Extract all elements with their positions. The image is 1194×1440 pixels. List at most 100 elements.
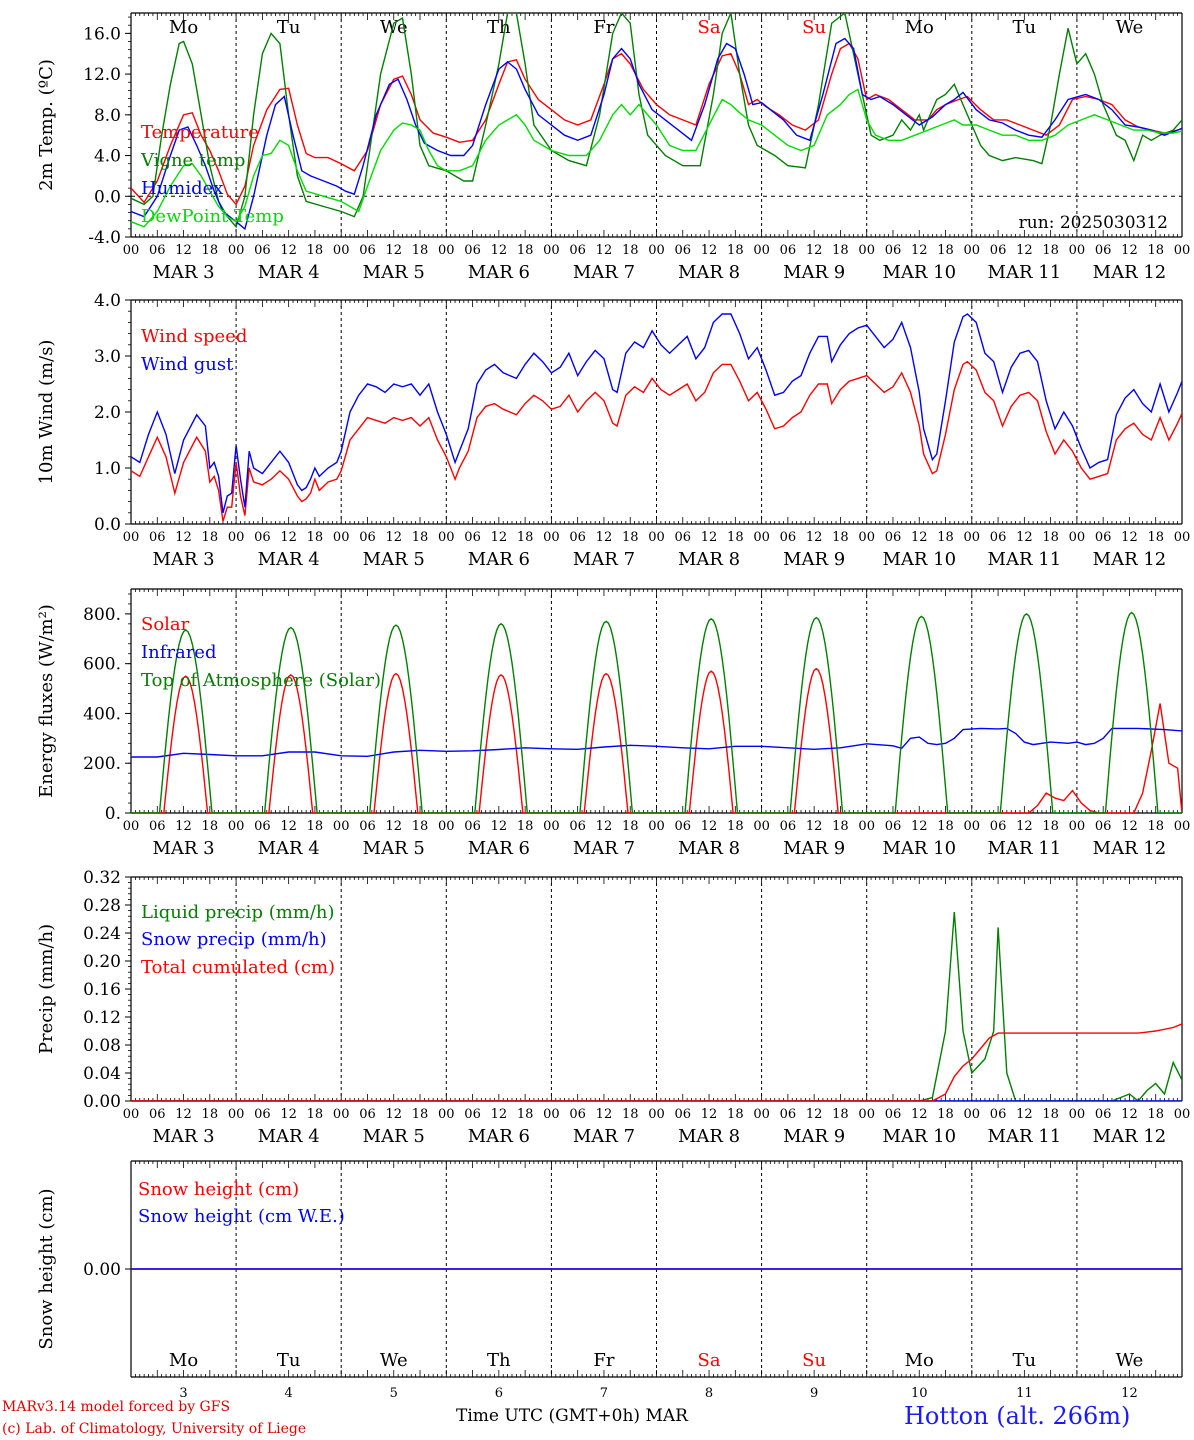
- series-group: [131, 911, 1182, 1101]
- y-axis-title: 2m Temp. (ºC): [36, 59, 57, 191]
- hour-tick-label: 06: [254, 819, 271, 834]
- hour-tick-label: 12: [1016, 819, 1033, 834]
- legend-entry: Vigne temp: [140, 150, 245, 171]
- y-tick-label: 0.12: [83, 1008, 121, 1028]
- y-tick-label: 1.0: [94, 459, 121, 479]
- weekday-label: Fr: [593, 1350, 614, 1371]
- hour-tick-label: 18: [412, 1107, 429, 1122]
- hour-tick-label: 12: [175, 1107, 192, 1122]
- hour-tick-label: 00: [333, 243, 350, 258]
- hour-tick-label: 00: [333, 530, 350, 545]
- hour-tick-label: 00: [123, 530, 140, 545]
- series-total-cumulated-cm-: [131, 1023, 1182, 1101]
- hour-tick-label: 12: [596, 1107, 613, 1122]
- legend-entry: Total cumulated (cm): [141, 957, 335, 978]
- weekday-label: Th: [487, 1350, 511, 1371]
- day-number-label: 9: [810, 1386, 818, 1401]
- hour-tick-label: 00: [438, 1107, 455, 1122]
- hour-tick-label: 18: [622, 530, 639, 545]
- y-tick-label: 3.0: [94, 347, 121, 367]
- legend-entry: Snow height (cm W.E.): [138, 1206, 345, 1227]
- hour-tick-label: 12: [911, 530, 928, 545]
- hour-tick-label: 18: [937, 243, 954, 258]
- date-label: MAR 3: [152, 838, 214, 859]
- hour-tick-label: 00: [228, 819, 245, 834]
- y-tick-label: 12.0: [83, 65, 121, 85]
- hour-tick-label: 00: [753, 243, 770, 258]
- hour-tick-label: 18: [832, 819, 849, 834]
- hour-tick-label: 12: [1121, 1107, 1138, 1122]
- run-label: run: 2025030312: [1019, 213, 1168, 233]
- legend-entry: DewPoint Temp: [141, 206, 284, 227]
- weekday-label: Sa: [698, 17, 721, 38]
- model-credit: MARv3.14 model forced by GFS: [2, 1399, 231, 1415]
- hour-tick-label: 12: [701, 243, 718, 258]
- hour-tick-label: 18: [937, 530, 954, 545]
- hour-tick-label: 12: [385, 1107, 402, 1122]
- hour-tick-label: 18: [412, 243, 429, 258]
- series-wind-gust: [131, 313, 1182, 513]
- series-humidex: [131, 37, 1182, 231]
- y-tick-label: 0.: [105, 804, 121, 824]
- date-label: MAR 4: [258, 838, 320, 859]
- hour-tick-label: 00: [123, 819, 140, 834]
- hour-tick-label: 06: [885, 819, 902, 834]
- hour-tick-label: 18: [622, 1107, 639, 1122]
- hour-tick-label: 06: [675, 530, 692, 545]
- day-number-label: 7: [600, 1386, 608, 1401]
- hour-tick-label: 12: [491, 243, 508, 258]
- hour-tick-label: 12: [385, 243, 402, 258]
- hour-tick-label: 00: [964, 530, 981, 545]
- y-tick-label: 16.0: [83, 24, 121, 44]
- hour-tick-label: 06: [675, 1107, 692, 1122]
- date-label: MAR 7: [573, 549, 635, 570]
- date-label: MAR 11: [988, 1126, 1062, 1147]
- y-axis-title: Snow height (cm): [36, 1188, 57, 1349]
- hour-tick-label: 06: [359, 1107, 376, 1122]
- hour-tick-label: 18: [307, 819, 324, 834]
- hour-tick-label: 06: [1095, 243, 1112, 258]
- date-label: MAR 8: [678, 549, 740, 570]
- hour-tick-label: 06: [569, 819, 586, 834]
- date-label: MAR 4: [258, 549, 320, 570]
- y-tick-label: 4.0: [94, 147, 121, 167]
- hour-tick-label: 00: [648, 1107, 665, 1122]
- weekday-label: Su: [802, 17, 826, 38]
- hour-tick-label: 00: [964, 1107, 981, 1122]
- hour-tick-label: 18: [1147, 243, 1164, 258]
- hour-tick-label: 00: [858, 243, 875, 258]
- date-label: MAR 6: [468, 549, 530, 570]
- hour-tick-label: 12: [1121, 819, 1138, 834]
- hour-tick-label: 00: [543, 530, 560, 545]
- hour-tick-label: 12: [596, 819, 613, 834]
- hour-tick-label: 00: [543, 1107, 560, 1122]
- legend-entry: Wind gust: [141, 354, 234, 375]
- hour-tick-label: 18: [937, 819, 954, 834]
- hour-tick-label: 06: [359, 530, 376, 545]
- hour-tick-label: 06: [569, 1107, 586, 1122]
- weekday-label: We: [1116, 1350, 1144, 1371]
- day-number-label: 10: [911, 1386, 928, 1401]
- hour-tick-label: 00: [228, 530, 245, 545]
- lab-credit: (c) Lab. of Climatology, University of L…: [2, 1421, 307, 1437]
- legend-entry: Liquid precip (mm/h): [141, 902, 335, 923]
- hour-tick-label: 06: [885, 243, 902, 258]
- hour-tick-label: 12: [596, 530, 613, 545]
- hour-tick-label: 06: [885, 1107, 902, 1122]
- hour-tick-label: 18: [1147, 530, 1164, 545]
- y-axis-title: Precip (mm/h): [36, 924, 57, 1054]
- hour-tick-label: 12: [806, 819, 823, 834]
- y-tick-label: 0.0: [94, 515, 121, 535]
- hour-tick-label: 12: [491, 819, 508, 834]
- date-label: MAR 3: [152, 1126, 214, 1147]
- hour-tick-label: 06: [675, 243, 692, 258]
- date-label: MAR 10: [882, 1126, 956, 1147]
- hour-tick-label: 00: [648, 243, 665, 258]
- hour-tick-label: 06: [149, 530, 166, 545]
- day-number-label: 8: [705, 1386, 713, 1401]
- hour-tick-label: 00: [753, 530, 770, 545]
- hour-tick-label: 06: [254, 243, 271, 258]
- hour-tick-label: 12: [280, 819, 297, 834]
- hour-tick-label: 12: [1016, 1107, 1033, 1122]
- date-label: MAR 5: [363, 1126, 425, 1147]
